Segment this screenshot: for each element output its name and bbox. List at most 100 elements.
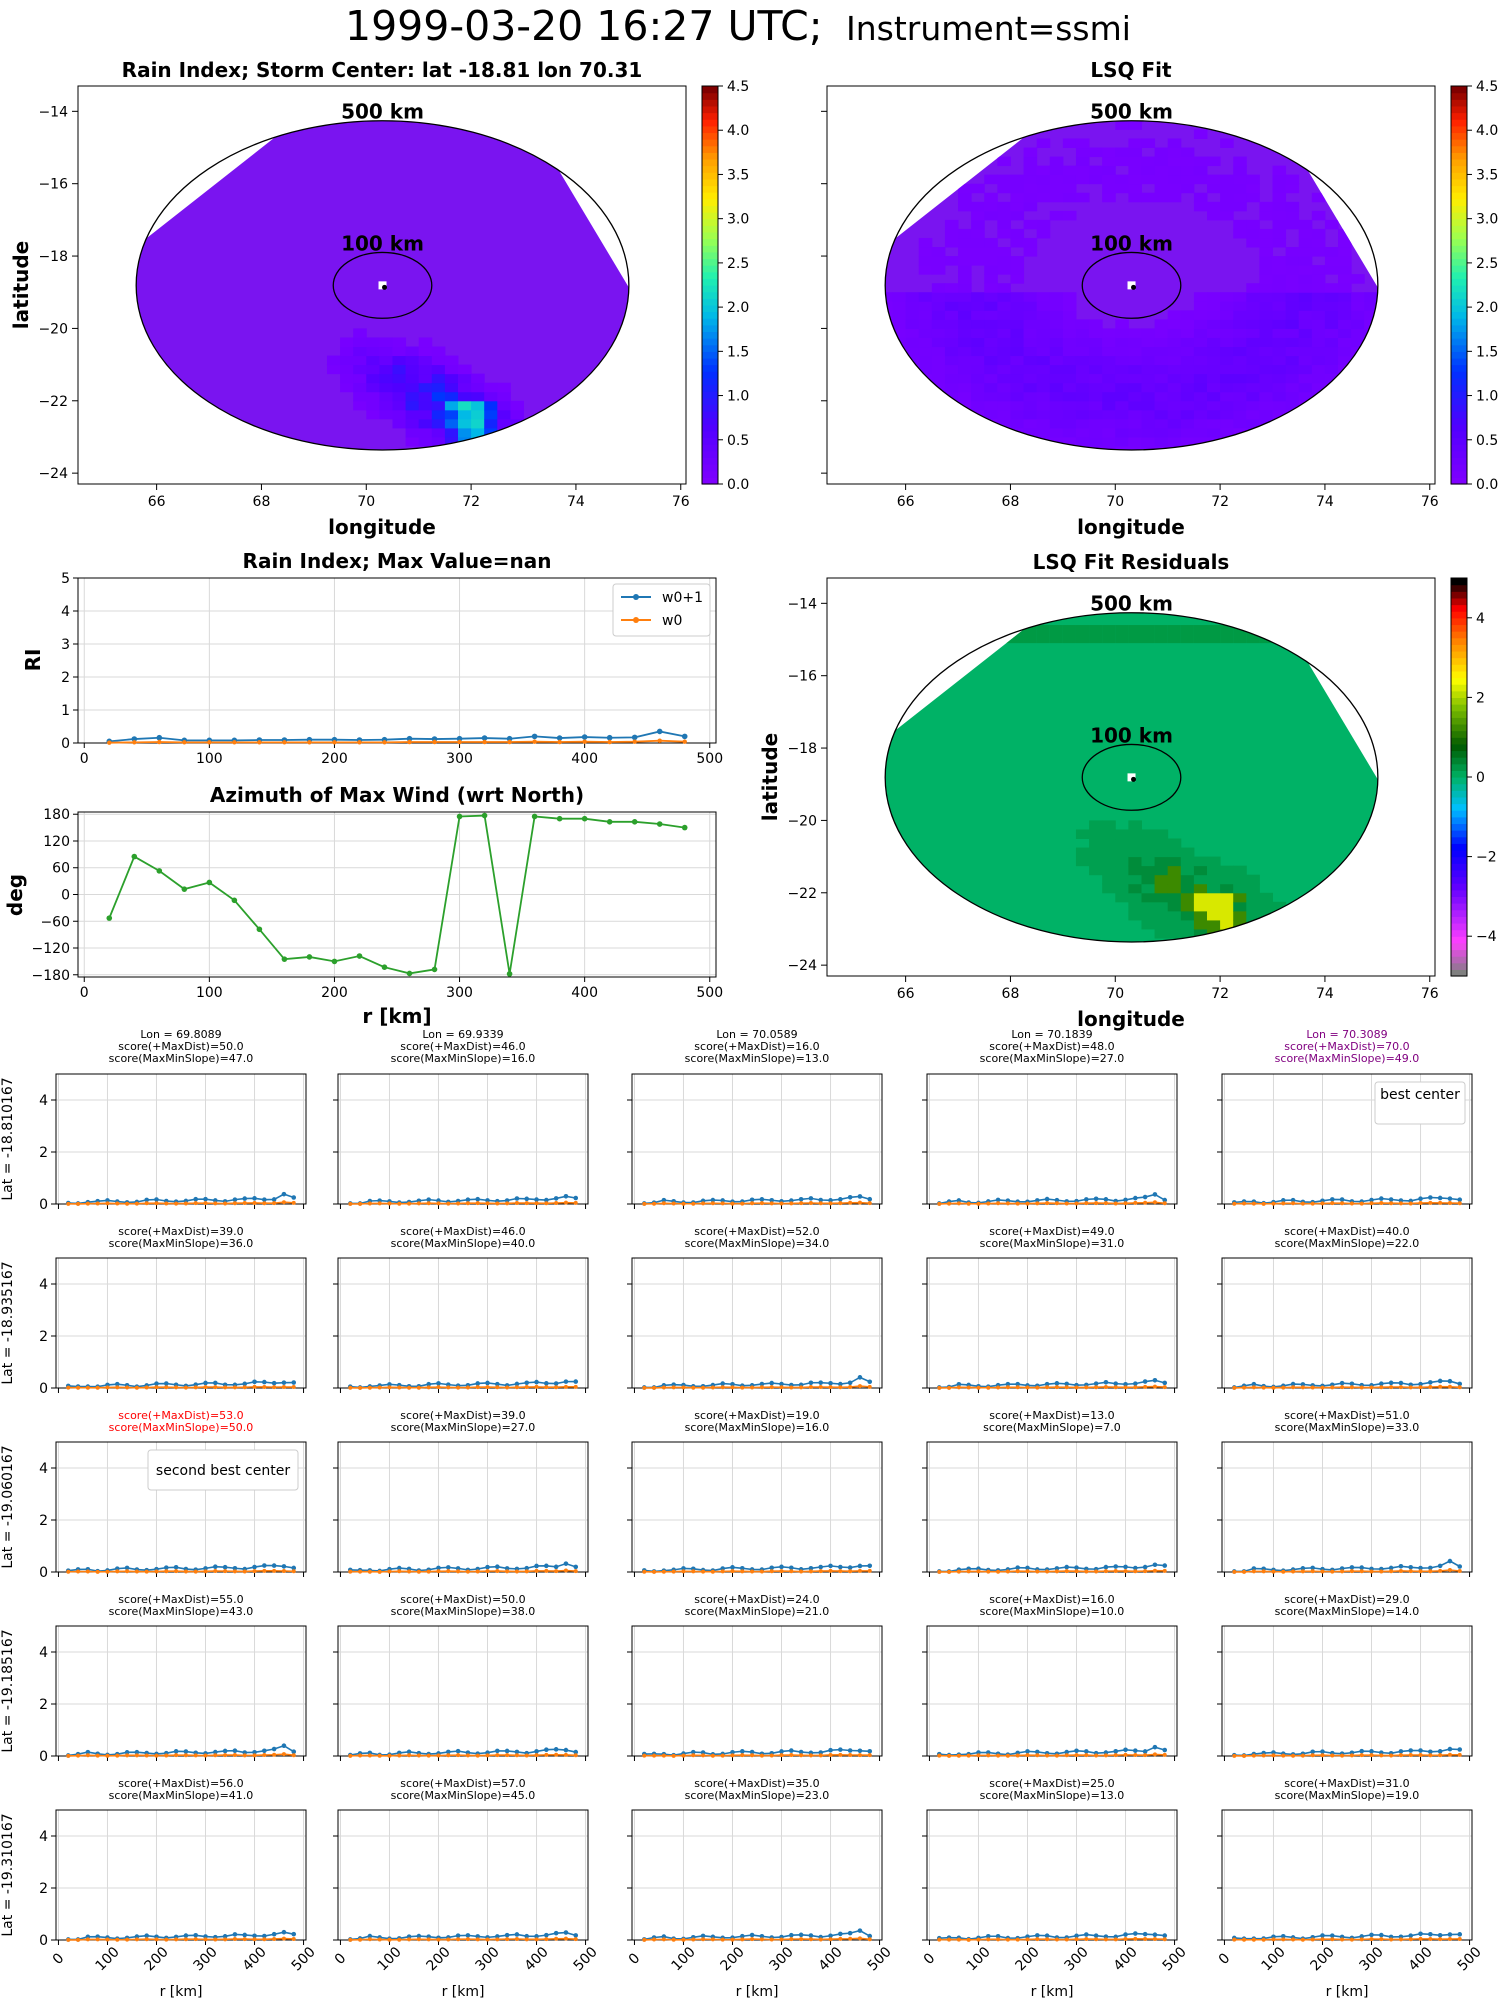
residual-map-colorbar-step — [1451, 624, 1467, 632]
lsq-map-cell — [1036, 219, 1051, 230]
rain-map-cell — [405, 373, 420, 384]
grid-r2-c1-series-point — [554, 1569, 559, 1574]
lsq-map-cell — [1115, 319, 1129, 329]
lsq-map-cell — [1010, 301, 1025, 311]
lsq-map-colorbar-step — [1451, 205, 1467, 213]
grid-r2-c1-series-point — [397, 1569, 402, 1574]
lsq-map-cell — [1102, 436, 1116, 447]
grid-r4-c4-series-point — [1359, 1934, 1365, 1939]
grid-r1-c0-series-point — [291, 1385, 296, 1390]
azimuth-profile-series-point — [606, 819, 613, 825]
lsq-map-cell — [1062, 418, 1077, 429]
lsq-map-cell — [1324, 337, 1339, 348]
lsq-map-cell — [1377, 328, 1378, 338]
grid-r4-c1-series-point — [455, 1933, 461, 1938]
grid-r0-c0-series-point — [242, 1201, 247, 1206]
grid-r0-c1-series-point — [534, 1197, 539, 1202]
grid-r2-c3-frame — [926, 1441, 1178, 1573]
residual-map-colorbar-step — [1451, 916, 1467, 924]
grid-r4-c4-series-point — [1242, 1937, 1247, 1942]
lsq-map-cell — [1023, 147, 1038, 158]
rain-map-colorbar-step — [702, 145, 718, 153]
grid-r3-c4-series-point — [1320, 1749, 1325, 1754]
grid-score-maxminslope: score(MaxMinSlope)=45.0 — [391, 1789, 536, 1802]
grid-r1-c3-series-point — [1064, 1381, 1070, 1387]
residual-map-colorbar-step — [1451, 730, 1467, 738]
grid-r1-c2-series-point — [740, 1385, 745, 1390]
grid-r2-c2-series-point — [730, 1569, 735, 1574]
lsq-map-cell — [1023, 391, 1038, 402]
grid-r1-c3-series-point — [947, 1385, 952, 1390]
grid-r1-c3-series-point — [1045, 1385, 1050, 1390]
lsq-map-cell — [1298, 310, 1313, 320]
grid-r0-c1-series-point — [475, 1201, 480, 1206]
grid-r1-c1-series-point — [446, 1385, 451, 1390]
grid-r1-c0-ytick-label: 2 — [39, 1329, 48, 1345]
grid-r2-c4-series-point — [1408, 1564, 1414, 1570]
grid-r0-c2-series-point — [710, 1197, 716, 1203]
grid-r1-c0-series-point — [134, 1385, 139, 1390]
residual-map-cell — [1193, 874, 1208, 885]
lsq-map-cell — [1089, 418, 1103, 429]
lsq-map-cell — [958, 274, 972, 284]
lsq-map-colorbar-step — [1451, 231, 1467, 240]
lsq-map-cell — [1180, 409, 1195, 420]
rain-map-cell — [497, 418, 511, 429]
lsq-map-cell — [1167, 400, 1182, 411]
grid-r1-c0-frame — [55, 1257, 307, 1389]
ri-profile-series-point — [232, 740, 237, 745]
lsq-map-cell — [1246, 373, 1260, 384]
lsq-map-cell — [1233, 183, 1247, 194]
lsq-map-cell — [1298, 337, 1313, 348]
grid-r4-c2-series-point — [789, 1932, 794, 1938]
lsq-map-center-blank — [1127, 281, 1136, 290]
grid-r1-c1-series-point — [407, 1385, 412, 1390]
grid-r1-c2-series-point — [848, 1385, 853, 1390]
lsq-map-cell — [1298, 247, 1313, 257]
grid-xlabel: r [km] — [1031, 1984, 1074, 2000]
grid-r4-c1-series-point — [505, 1937, 510, 1942]
lsq-map-cell — [984, 247, 998, 257]
grid-r4-c3-series-point — [1143, 1936, 1148, 1941]
grid-r3-c1-series-point — [455, 1748, 461, 1754]
ri-profile-xtick-label: 400 — [571, 751, 598, 767]
lsq-map-cell — [997, 400, 1011, 411]
residual-map-cell — [1180, 865, 1195, 876]
residual-map-cell — [1233, 874, 1247, 885]
lsq-map-cell — [1207, 355, 1221, 366]
grid-r2-c1-series-point — [563, 1568, 568, 1573]
lsq-map-cell — [905, 310, 920, 320]
rain-map-cell — [444, 400, 459, 411]
lsq-map-cell — [1128, 391, 1142, 402]
lsq-map-cell — [971, 328, 985, 338]
lsq-map-colorbar-step — [1451, 344, 1467, 352]
lsq-map-cell — [1311, 192, 1326, 203]
lsq-map-colorbar-step — [1451, 225, 1467, 233]
lsq-map-cell — [1324, 247, 1339, 257]
lsq-map-cell — [997, 174, 1011, 185]
rain-map-cell — [471, 446, 485, 450]
lsq-map-cell — [1324, 265, 1339, 275]
grid-r4-c1-series-point — [407, 1937, 412, 1942]
lsq-map-cell — [1115, 120, 1129, 130]
rain-map-cell — [379, 400, 393, 411]
lsq-map-cell — [1220, 174, 1234, 185]
lsq-map-cell — [1311, 283, 1326, 293]
grid-r2-c0-ytick-label: 2 — [39, 1513, 48, 1529]
lsq-map-cell — [1154, 192, 1169, 203]
grid-r3-c3-series-point — [1094, 1753, 1099, 1758]
lsq-map-cell — [1364, 292, 1378, 302]
grid-r3-c1-series-point — [475, 1753, 480, 1758]
residual-map-colorbar-step — [1451, 690, 1467, 698]
grid-score-maxminslope: score(MaxMinSlope)=23.0 — [685, 1789, 830, 1802]
lsq-map-cell — [1010, 174, 1025, 185]
grid-r1-c2-series-point — [759, 1381, 765, 1387]
lsq-map-cell — [1115, 418, 1129, 429]
lsq-map-cell — [1220, 364, 1234, 375]
lsq-map-cell — [1220, 328, 1234, 338]
azimuth-profile-xtick-label: 0 — [80, 985, 89, 1001]
lsq-map-colorbar-label: 1.5 — [1476, 344, 1498, 360]
lsq-map-cell — [1180, 391, 1195, 402]
grid-r4-c1-series-point — [426, 1937, 431, 1942]
